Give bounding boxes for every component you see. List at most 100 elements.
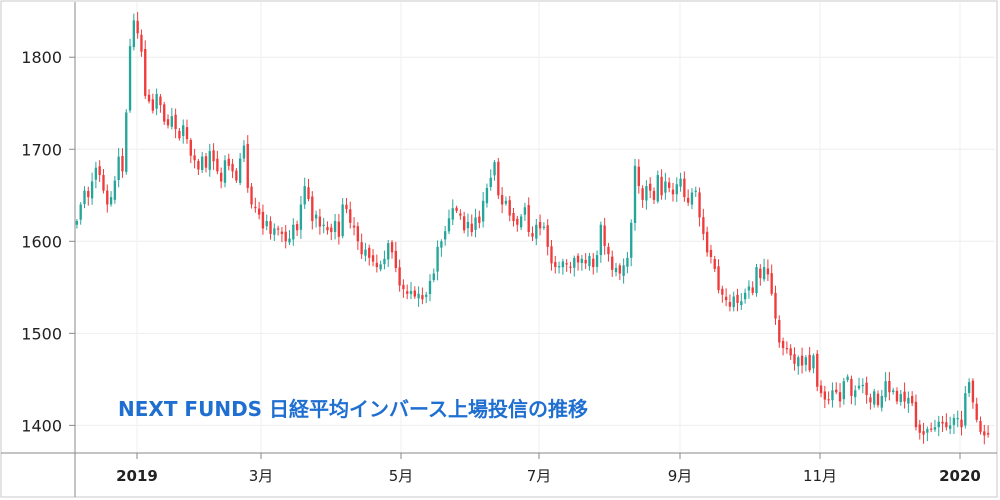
candle-body xyxy=(504,200,508,204)
candle-body xyxy=(922,431,925,435)
candle-body xyxy=(170,116,173,127)
candle-body xyxy=(686,197,690,203)
candle xyxy=(747,280,751,299)
candle xyxy=(933,419,937,432)
candle xyxy=(842,377,846,405)
candle-body xyxy=(645,186,648,201)
candle xyxy=(425,291,428,304)
candle xyxy=(318,208,322,235)
candle xyxy=(459,209,462,220)
candle xyxy=(686,189,690,206)
candle xyxy=(307,178,310,202)
candle-body xyxy=(447,218,451,232)
candle xyxy=(189,138,192,164)
candle xyxy=(102,169,105,194)
candle-body xyxy=(364,249,367,256)
candle xyxy=(675,177,678,202)
candle-body xyxy=(193,155,196,161)
x-tick-label: 7月 xyxy=(527,467,552,485)
candle-body xyxy=(375,262,379,268)
candle xyxy=(793,347,796,371)
candle-body xyxy=(276,228,280,230)
candle-body xyxy=(869,397,872,403)
candle-body xyxy=(599,224,603,256)
candle xyxy=(83,186,86,209)
candle-body xyxy=(147,94,151,102)
candle xyxy=(899,389,902,406)
candle xyxy=(288,230,291,246)
candle-body xyxy=(307,187,310,199)
candle xyxy=(159,93,162,113)
candle xyxy=(664,172,667,200)
candle xyxy=(785,341,789,354)
candle-body xyxy=(102,175,105,191)
candle xyxy=(79,202,82,225)
candle xyxy=(387,239,390,267)
candle-body xyxy=(740,301,743,306)
candle xyxy=(914,394,918,431)
candle-body xyxy=(546,225,549,247)
candle xyxy=(986,425,990,438)
candle-body xyxy=(140,34,143,52)
candle xyxy=(295,220,299,237)
candle-body xyxy=(409,291,413,294)
candle-body xyxy=(428,280,432,295)
candle xyxy=(455,205,458,213)
candle-body xyxy=(508,200,511,216)
candle-body xyxy=(219,172,223,182)
candle xyxy=(113,175,117,204)
y-tick-label: 1700 xyxy=(21,140,62,159)
candle xyxy=(633,158,637,231)
candle-body xyxy=(485,187,489,204)
candle-body xyxy=(254,206,257,209)
candle xyxy=(690,188,694,210)
candle xyxy=(254,197,257,213)
candle xyxy=(170,107,173,130)
candle xyxy=(865,376,868,404)
candle xyxy=(850,375,853,405)
y-tick-label: 1500 xyxy=(21,324,62,343)
candle-body xyxy=(345,204,348,210)
candle xyxy=(561,258,565,275)
candle xyxy=(812,353,815,374)
candle xyxy=(983,424,986,445)
candle-body xyxy=(273,228,276,235)
candle-body xyxy=(242,145,246,159)
candle xyxy=(728,294,732,312)
candle xyxy=(956,410,959,428)
candle-body xyxy=(83,190,86,205)
candle-body xyxy=(914,401,918,428)
candle xyxy=(584,253,587,270)
candle-body xyxy=(808,354,811,371)
candle-body xyxy=(117,156,120,181)
candle xyxy=(554,255,557,274)
candle xyxy=(75,219,79,229)
candle xyxy=(197,158,200,176)
candle xyxy=(804,354,808,372)
candle xyxy=(337,213,341,245)
candle xyxy=(413,286,416,299)
grid-layer xyxy=(75,2,995,453)
candle-body xyxy=(432,273,435,280)
candle-body xyxy=(136,20,139,34)
candle-body xyxy=(884,381,887,398)
candle-body xyxy=(557,266,561,268)
candle-body xyxy=(804,357,808,365)
candle xyxy=(333,213,337,240)
candle-body xyxy=(481,200,485,222)
candle xyxy=(523,202,527,221)
candle xyxy=(895,387,899,405)
candle-body xyxy=(835,389,838,393)
candle-body xyxy=(876,393,880,406)
candle-body xyxy=(231,163,234,172)
candle xyxy=(182,119,185,144)
candle xyxy=(379,260,382,272)
candle-body xyxy=(333,221,337,232)
candle xyxy=(971,378,975,409)
candle-body xyxy=(227,158,230,166)
candle xyxy=(671,182,675,202)
candle-body xyxy=(762,267,766,280)
candle-body xyxy=(747,286,751,291)
candle-body xyxy=(295,224,299,231)
candle xyxy=(573,255,576,277)
